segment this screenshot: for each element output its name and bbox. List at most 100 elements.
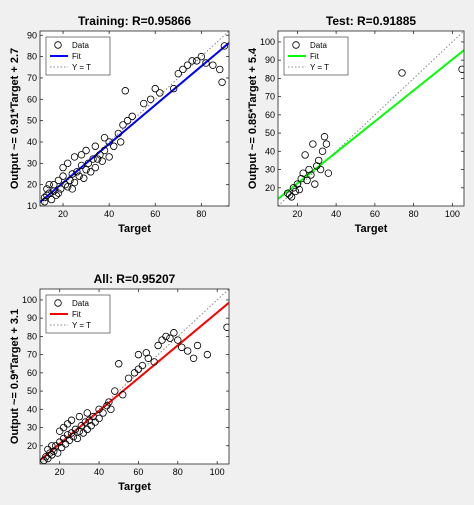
all-data-point-13 <box>61 440 70 448</box>
training-data-point-3 <box>45 189 53 197</box>
test-xlabel: Target <box>355 223 388 235</box>
all-data-point-32 <box>83 409 91 417</box>
all-data-point-2 <box>44 454 52 463</box>
test-data-point-20 <box>322 140 331 148</box>
training-data-point-18 <box>68 170 76 178</box>
training-fit-line <box>40 42 229 203</box>
training-title: Training: R=0.95866 <box>78 14 191 28</box>
all-data-point-38 <box>103 401 111 410</box>
all-xtick-label-0: 20 <box>55 467 65 477</box>
test-legend-data-marker <box>292 41 300 49</box>
test-plot-area <box>278 31 464 206</box>
test-axes-frame <box>277 30 465 207</box>
all-data-point-8 <box>54 449 62 457</box>
training-data-point-43 <box>114 129 123 138</box>
training-data-point-8 <box>54 176 63 185</box>
all-data-point-45 <box>130 369 139 377</box>
all-legend-entry-0: Data <box>72 299 89 308</box>
all-data-point-52 <box>162 332 170 341</box>
all-data-point-10 <box>48 442 56 450</box>
training-data-point-50 <box>146 95 155 103</box>
all-data-point-57 <box>183 347 192 355</box>
training-data-point-32 <box>89 155 97 163</box>
training-xlabel: Target <box>118 223 151 235</box>
test-identity-line <box>278 31 464 206</box>
test-ytick-label-8: 100 <box>260 37 275 47</box>
test-legend-entry-1: Fit <box>310 52 320 61</box>
training-data-point-45 <box>119 121 127 129</box>
all-data-point-17 <box>67 429 76 437</box>
training-data-point-52 <box>156 89 164 97</box>
training-data-point-63 <box>220 42 229 50</box>
training-xtick-label-2: 60 <box>150 209 160 219</box>
all-xtick-label-3: 80 <box>173 467 183 477</box>
test-fit-line <box>278 49 464 200</box>
training-data-point-58 <box>193 57 201 65</box>
all-data-point-53 <box>166 334 174 342</box>
all-data-point-31 <box>87 422 95 430</box>
all-xtick-label-1: 40 <box>94 467 104 477</box>
test-ytick-label-6: 80 <box>265 73 275 83</box>
training-axes-frame <box>39 30 230 207</box>
all-legend: Data Fit Y = T <box>45 294 111 334</box>
all-data-point-24 <box>67 416 76 424</box>
test-ytick-label-7: 90 <box>265 55 275 65</box>
training-data-point-26 <box>80 174 88 182</box>
all-data-point-16 <box>65 436 74 445</box>
all-ytick-label-2: 40 <box>27 404 37 414</box>
test-data-point-18 <box>318 147 327 156</box>
training-ytick-label-5: 60 <box>27 94 37 104</box>
all-data-point-56 <box>178 343 186 352</box>
all-data-point-63 <box>142 349 151 357</box>
training-data-point-29 <box>84 159 93 168</box>
all-data-point-18 <box>59 423 68 432</box>
test-data-point-10 <box>303 176 311 185</box>
training-data-point-30 <box>87 168 95 176</box>
all-data-point-42 <box>115 360 123 368</box>
all-data-point-47 <box>138 361 147 370</box>
training-ytick-label-1: 20 <box>27 180 37 190</box>
training-data-point-25 <box>70 153 79 161</box>
all-data-point-39 <box>105 398 113 406</box>
training-data-point-54 <box>174 69 182 78</box>
test-legend-entry-0: Data <box>310 41 327 50</box>
training-data-point-28 <box>77 151 86 159</box>
test-data-point-8 <box>299 169 307 177</box>
all-plot: 20 40 60 80 100 20 30 40 50 60 70 80 90 100 All: R=0.9… <box>9 272 230 493</box>
training-data-point-38 <box>100 146 109 155</box>
all-data-point-58 <box>189 354 198 362</box>
all-data-point-28 <box>81 418 89 426</box>
test-legend-entry-2: Y = T <box>310 63 329 72</box>
training-data-point-14 <box>61 180 70 189</box>
training-legend-entry-1: Fit <box>72 52 82 61</box>
test-title: Test: R=0.91885 <box>326 14 416 28</box>
training-data-point-11 <box>57 185 65 193</box>
training-data-point-5 <box>47 195 56 204</box>
all-data-point-6 <box>50 447 58 455</box>
all-data-point-49 <box>150 358 158 366</box>
training-data-point-7 <box>52 191 60 200</box>
training-data-point-37 <box>98 157 106 165</box>
training-data-point-9 <box>45 180 53 189</box>
training-data-point-61 <box>209 61 217 69</box>
test-data-point-9 <box>301 151 309 159</box>
test-data-point-22 <box>398 69 406 77</box>
test-xtick-label-2: 60 <box>370 209 380 219</box>
training-xtick-label-0: 20 <box>58 209 68 219</box>
all-legend-entry-2: Y = T <box>72 321 91 330</box>
training-data-point-64 <box>218 78 226 86</box>
test-data-point-4 <box>291 187 300 196</box>
all-data-point-22 <box>73 434 82 443</box>
all-data-point-20 <box>71 425 80 434</box>
test-ytick-label-1: 30 <box>265 165 275 175</box>
training-data-point-42 <box>100 134 109 142</box>
test-legend: Data Fit Y = T <box>283 36 349 76</box>
all-data-point-48 <box>144 354 152 362</box>
all-data-point-26 <box>79 429 88 437</box>
training-data-point-46 <box>121 87 129 95</box>
training-ytick-label-2: 30 <box>27 158 37 168</box>
all-legend-entry-1: Fit <box>72 310 82 319</box>
all-ylabel: Output ~= 0.9*Target + 3.1 <box>9 309 21 444</box>
all-data-point-40 <box>107 405 115 414</box>
training-xtick-label-3: 80 <box>196 209 206 219</box>
